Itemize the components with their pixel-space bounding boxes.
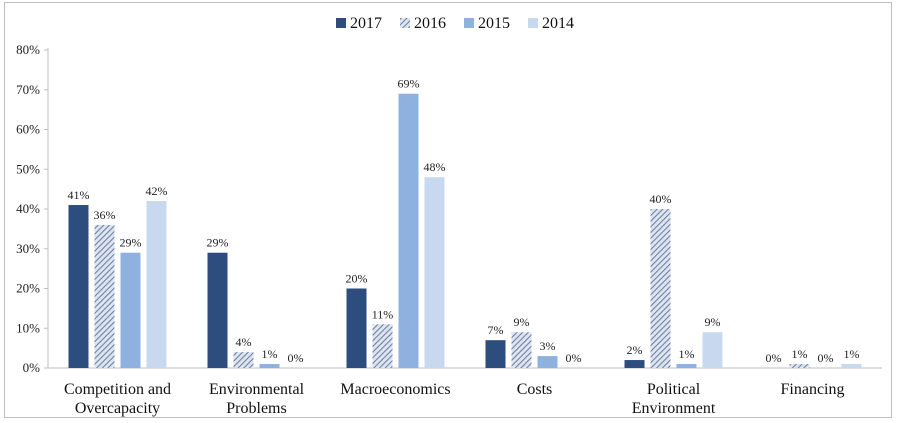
bar-2015 (120, 252, 141, 368)
category-label: Financing (781, 381, 845, 398)
bar-2014 (841, 364, 862, 368)
data-label-2017: 29% (207, 236, 229, 250)
data-label-2016: 36% (94, 208, 116, 222)
legend-swatch-2015 (464, 18, 474, 28)
bar-2016 (233, 352, 254, 368)
data-label-2014: 0% (566, 351, 582, 365)
y-tick-label: 50% (16, 161, 40, 176)
data-label-2016: 4% (236, 335, 252, 349)
bar-2016 (511, 332, 532, 368)
category-label: Problems (226, 400, 286, 417)
data-label-2017: 7% (488, 323, 504, 337)
category-label: Costs (517, 381, 553, 398)
y-tick-label: 70% (16, 82, 40, 97)
bar-2014 (702, 332, 723, 368)
bar-2016 (94, 224, 115, 368)
bar-2017 (68, 205, 89, 368)
bar-2015 (676, 364, 697, 368)
y-tick-label: 60% (16, 122, 40, 137)
data-label-2015: 1% (262, 347, 278, 361)
legend-label-2014: 2014 (542, 15, 574, 32)
bar-2015 (537, 356, 558, 368)
x-axis-categories: Competition and Overcapacity Environmental… (64, 381, 845, 417)
category-label: Overcapacity (75, 400, 160, 417)
data-label-2017: 0% (766, 351, 782, 365)
legend-label-2017: 2017 (350, 15, 382, 32)
y-tick-label: 20% (16, 281, 40, 296)
bar-2016 (650, 209, 671, 368)
legend-swatch-2014 (528, 18, 538, 28)
y-tick-label: 80% (16, 42, 40, 57)
bar-2015 (259, 364, 280, 368)
y-tick-label: 0% (23, 360, 41, 375)
data-label-2014: 1% (844, 347, 860, 361)
category-label: Competition and (64, 381, 171, 398)
data-label-2014: 9% (705, 315, 721, 329)
data-label-2017: 20% (346, 272, 368, 286)
bar-2014 (146, 201, 167, 368)
legend-swatch-2016 (400, 18, 410, 28)
chart-frame (4, 2, 892, 418)
category-label: Environmental (209, 381, 305, 398)
bar-2017 (207, 252, 228, 368)
data-label-2015: 0% (818, 351, 834, 365)
data-label-2017: 41% (68, 188, 90, 202)
legend-label-2015: 2015 (478, 15, 510, 32)
legend-swatch-2017 (336, 18, 346, 28)
data-label-2016: 9% (514, 315, 530, 329)
bar-2017 (346, 288, 367, 368)
data-label-2016: 40% (650, 192, 672, 206)
bar-2015 (398, 93, 419, 368)
data-label-2017: 2% (627, 343, 643, 357)
data-label-2016: 1% (792, 347, 808, 361)
bar-2017 (624, 360, 645, 368)
data-label-2014: 0% (288, 351, 304, 365)
data-label-2015: 69% (398, 77, 420, 91)
y-axis: 0% 10% 20% 30% 40% 50% 60% 70% 80% (16, 42, 882, 375)
bar-2016 (372, 324, 393, 368)
bar-2017 (485, 340, 506, 368)
bar-2014 (424, 177, 445, 368)
data-label-2015: 1% (679, 347, 695, 361)
data-label-2015: 3% (540, 339, 556, 353)
data-label-2014: 42% (146, 184, 168, 198)
category-label: Environment (632, 400, 716, 417)
y-tick-label: 40% (16, 201, 40, 216)
y-tick-label: 10% (16, 320, 40, 335)
legend-label-2016: 2016 (414, 15, 446, 32)
data-label-2014: 48% (424, 160, 446, 174)
data-label-2016: 11% (372, 307, 394, 321)
bar-2016 (789, 364, 810, 368)
legend: 2017 2016 2015 2014 (336, 15, 574, 32)
data-labels: 41% 36% 29% 42% 29% 4% 1% 0% 20% 11% 69% 48% 7% 9% 3% 0… (68, 77, 860, 365)
bars (68, 93, 862, 368)
data-label-2015: 29% (120, 236, 142, 250)
y-tick-label: 30% (16, 241, 40, 256)
category-label: Political (647, 381, 701, 398)
category-label: Macroeconomics (340, 381, 450, 398)
